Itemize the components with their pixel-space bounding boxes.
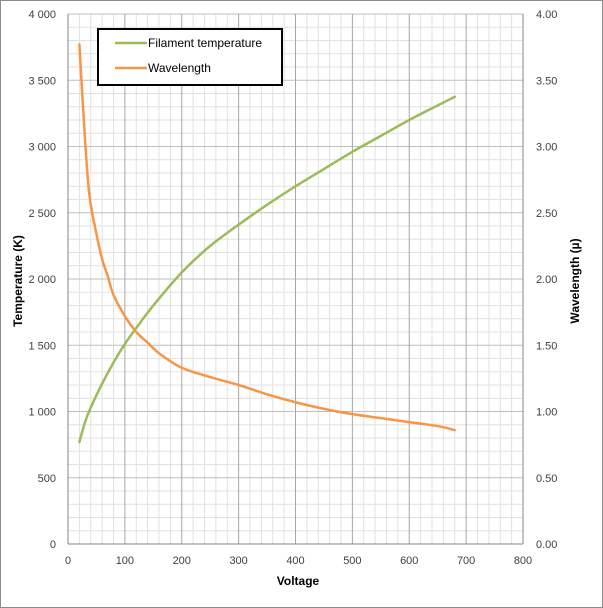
- y-right-tick-label: 1.00: [536, 407, 557, 419]
- x-tick-label: 200: [173, 555, 191, 567]
- x-tick-label: 800: [514, 555, 532, 567]
- y-right-tick-label: 2.00: [536, 274, 557, 286]
- y-right-tick-label: 4.00: [536, 9, 557, 21]
- legend-label-wavelength: Wavelength: [148, 61, 211, 75]
- y-left-tick-label: 2 000: [28, 274, 56, 286]
- y-axis-left-title: Temperature (K): [11, 235, 25, 327]
- legend-box: [97, 28, 283, 86]
- y-left-tick-label: 2 500: [28, 208, 56, 220]
- y-left-tick-label: 500: [38, 473, 56, 485]
- x-tick-label: 0: [65, 555, 71, 567]
- x-tick-label: 500: [343, 555, 361, 567]
- x-tick-label: 300: [229, 555, 247, 567]
- y-right-tick-label: 3.50: [536, 75, 557, 87]
- y-right-tick-label: 0.00: [536, 539, 557, 551]
- series-layer: [78, 43, 456, 444]
- y-left-tick-label: 0: [50, 539, 56, 551]
- series-line-filament-temperature: [78, 95, 456, 444]
- tick-labels: 0 100 200 300 400 500 600 700 800 0 500 1 000 1 500 2…: [28, 9, 557, 567]
- y-right-tick-label: 0.50: [536, 473, 557, 485]
- y-left-tick-label: 1 500: [28, 340, 56, 352]
- y-right-tick-label: 1.50: [536, 340, 557, 352]
- y-right-tick-label: 3.00: [536, 142, 557, 154]
- x-axis-title: Voltage: [277, 574, 320, 588]
- y-right-tick-label: 2.50: [536, 208, 557, 220]
- series-line-wavelength: [78, 43, 456, 432]
- x-tick-label: 600: [400, 555, 418, 567]
- axis-layer: [67, 14, 524, 545]
- grid-layer: [67, 13, 524, 545]
- x-tick-label: 400: [286, 555, 304, 567]
- y-left-tick-label: 1 000: [28, 407, 56, 419]
- y-left-tick-label: 3 000: [28, 142, 56, 154]
- x-tick-label: 100: [116, 555, 134, 567]
- y-axis-right-title: Wavelength (µ): [568, 238, 582, 323]
- y-left-tick-label: 4 000: [28, 9, 56, 21]
- legend-label-filament-temperature: Filament temperature: [148, 36, 262, 50]
- y-left-tick-label: 3 500: [28, 75, 56, 87]
- x-tick-label: 700: [457, 555, 475, 567]
- legend: Filament temperature Wavelength: [97, 28, 283, 86]
